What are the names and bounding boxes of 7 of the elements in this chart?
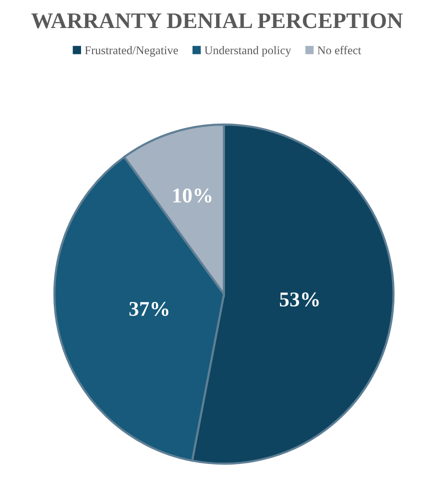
chart-title: WARRANTY DENIAL PERCEPTION — [31, 13, 403, 28]
data-label: 53% — [280, 292, 319, 307]
data-label: 10% — [173, 188, 212, 203]
legend-label: Frustrated/Negative — [84, 46, 178, 57]
legend-label: Understand policy — [204, 46, 292, 57]
legend-label: No effect — [318, 46, 362, 54]
data-label: 37% — [129, 302, 168, 316]
